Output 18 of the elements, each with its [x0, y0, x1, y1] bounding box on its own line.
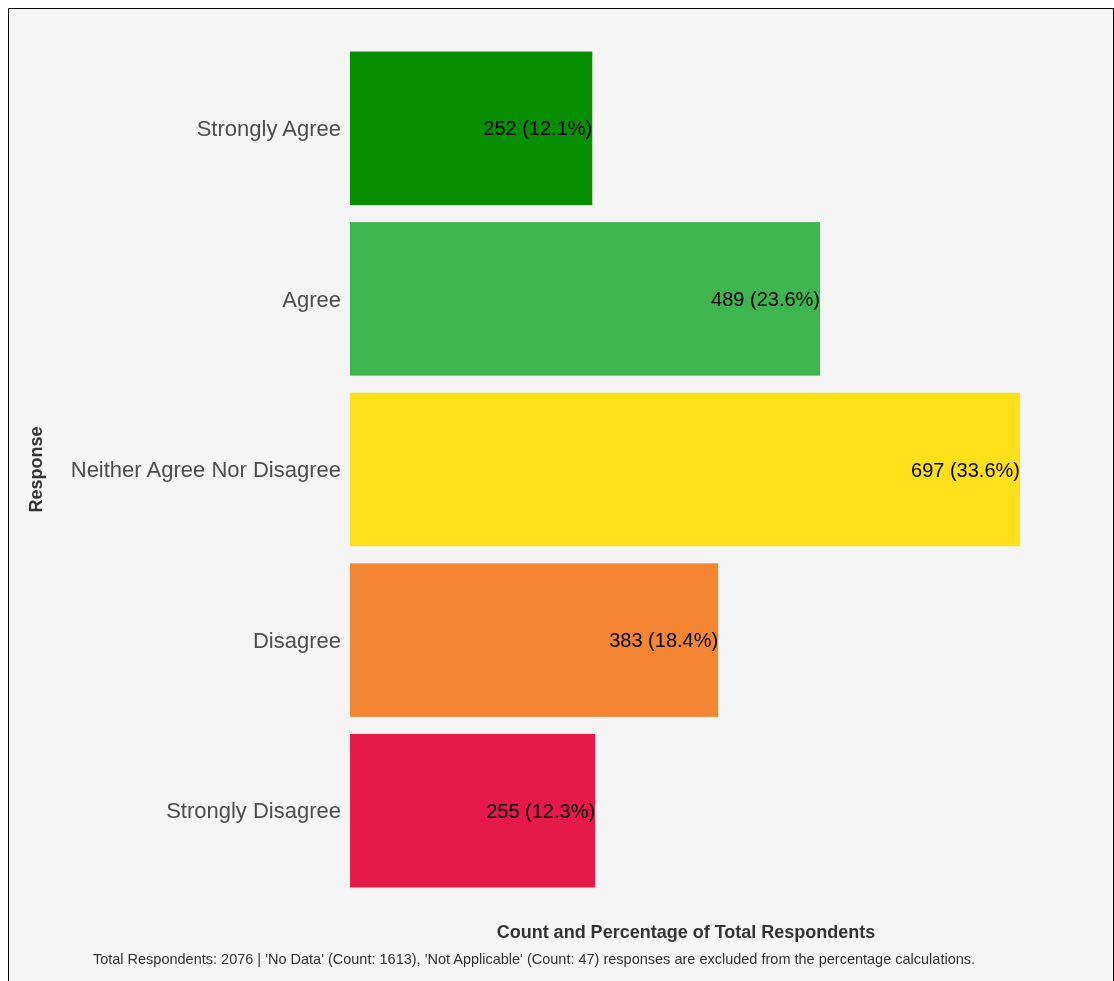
y-tick-label: Agree: [282, 286, 341, 312]
x-axis-title: Count and Percentage of Total Respondents: [496, 922, 876, 942]
bar: [350, 51, 593, 206]
y-tick-label: Strongly Disagree: [166, 798, 341, 824]
bar: [350, 222, 821, 376]
y-tick-label: Neither Agree Nor Disagree: [70, 457, 341, 483]
y-tick-label: Strongly Agree: [196, 116, 341, 141]
y-tick-label: Disagree: [252, 627, 341, 653]
data-label: 255 (12.3%): [486, 799, 596, 822]
data-label: 489 (23.6%): [711, 287, 821, 310]
bar: [350, 563, 719, 717]
text: Total Respondents: 2076 | 'No Data' (Count: 1613), 'Not Applicable' (Count: 47) responses are excluded from the percentage calculations.: [92, 951, 976, 967]
bar: [350, 392, 1020, 547]
data-label: 697 (33.6%): [911, 458, 1020, 481]
bar: [350, 733, 596, 888]
y-axis-title: Response: [26, 426, 46, 513]
data-label: 383 (18.4%): [609, 629, 719, 652]
data-label: 252 (12.1%): [483, 117, 593, 140]
